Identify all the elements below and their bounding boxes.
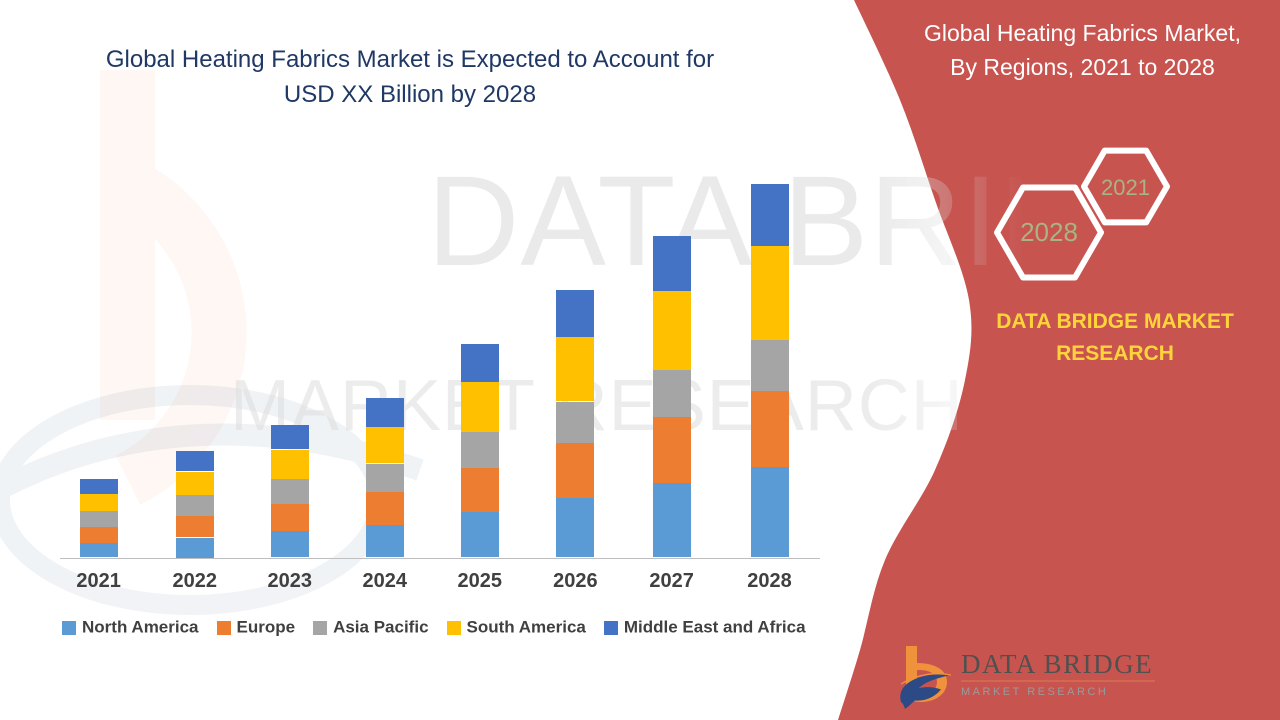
svg-text:DATA BRIDGE: DATA BRIDGE	[961, 649, 1153, 679]
svg-text:2028: 2028	[1020, 217, 1078, 247]
svg-text:MARKET RESEARCH: MARKET RESEARCH	[961, 686, 1108, 698]
svg-text:2021: 2021	[1101, 175, 1150, 200]
